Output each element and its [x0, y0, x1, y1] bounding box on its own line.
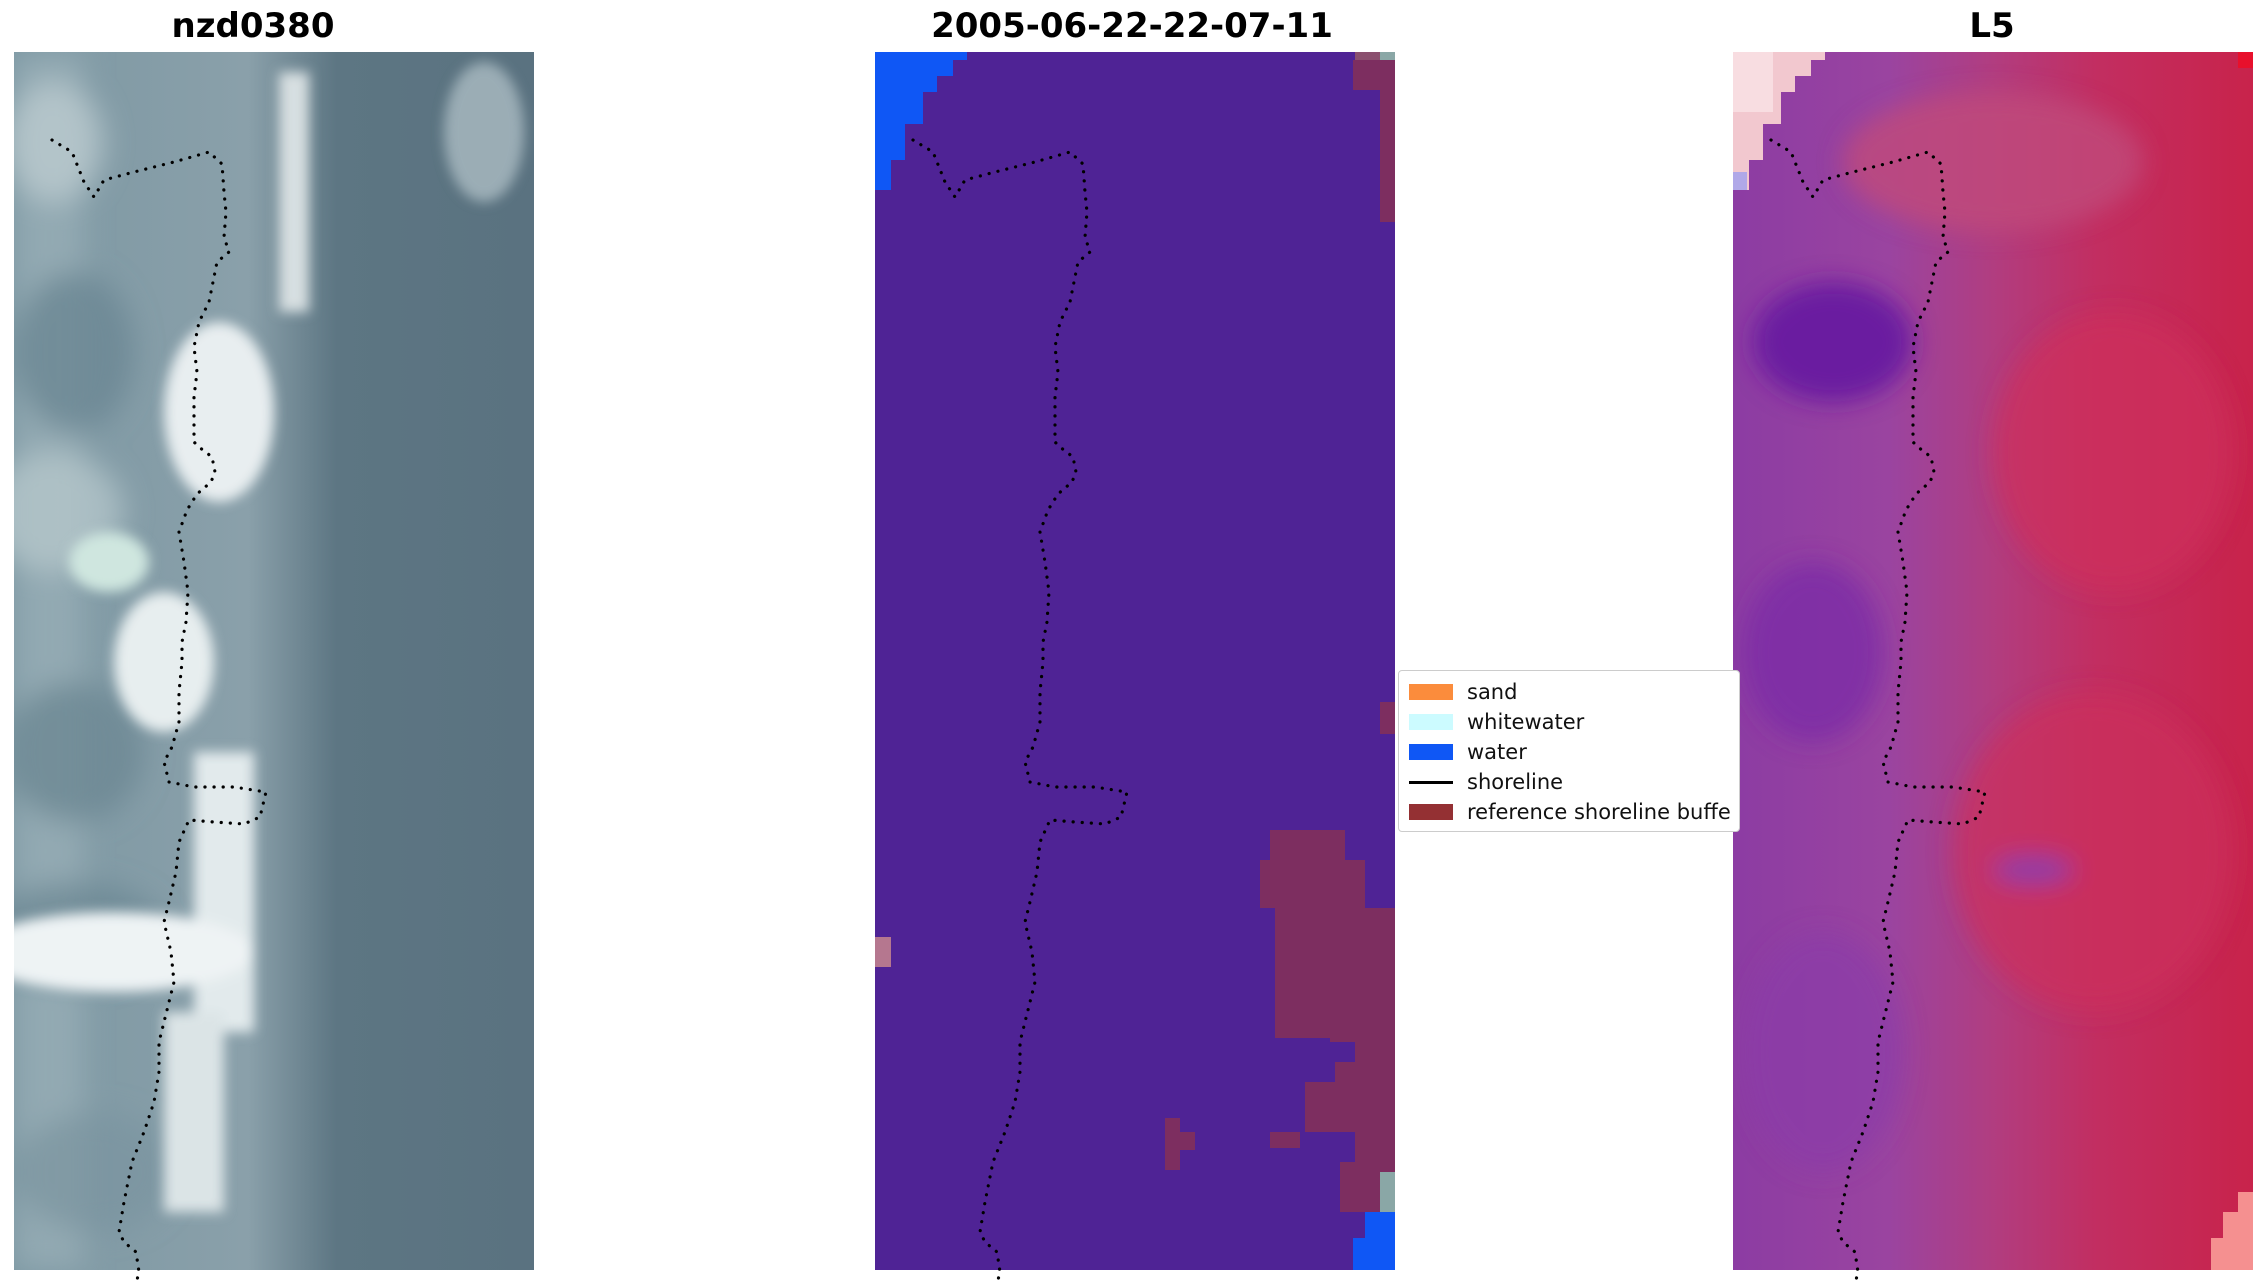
legend-label-shoreline: shoreline — [1467, 770, 1564, 794]
legend-item-reference-buffer: reference shoreline buffe — [1409, 800, 1731, 824]
water-swatch — [1409, 744, 1453, 760]
panel-title-index: L5 — [1969, 6, 2015, 46]
water-region-top-left — [875, 52, 967, 190]
classification-image-panel — [875, 52, 1395, 1270]
whitewater-swatch — [1409, 714, 1453, 730]
panel-title-rgb: nzd0380 — [171, 6, 335, 46]
rgb-image-panel — [14, 52, 534, 1270]
legend-label-water: water — [1467, 740, 1527, 764]
buffer-regions — [875, 52, 1395, 1212]
index-image-panel — [1733, 52, 2253, 1270]
legend-item-shoreline: shoreline — [1409, 770, 1564, 794]
legend-item-whitewater: whitewater — [1409, 710, 1585, 734]
rgb-image — [14, 52, 534, 1270]
legend-item-water: water — [1409, 740, 1527, 764]
legend-item-sand: sand — [1409, 680, 1518, 704]
panel-title-classification: 2005-06-22-22-07-11 — [931, 6, 1333, 46]
classification-image — [875, 52, 1395, 1270]
legend-label-reference-buffer: reference shoreline buffe — [1467, 800, 1731, 824]
reference-buffer-swatch — [1409, 804, 1453, 820]
rgb-background — [14, 52, 534, 1270]
legend-label-whitewater: whitewater — [1467, 710, 1585, 734]
sand-swatch — [1409, 684, 1453, 700]
legend-label-sand: sand — [1467, 680, 1518, 704]
legend: sand whitewater water shoreline referenc… — [1398, 670, 1740, 832]
shoreline-line-swatch — [1409, 780, 1453, 784]
index-edge-blocks — [1733, 52, 2253, 1270]
index-image — [1733, 52, 2253, 1270]
